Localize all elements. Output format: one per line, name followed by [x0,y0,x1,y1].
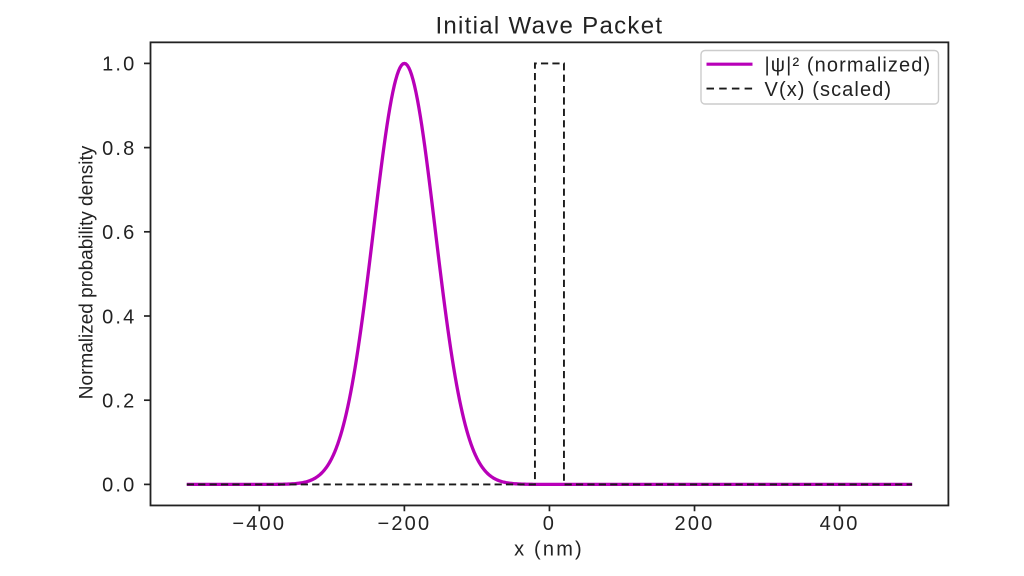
svg-text:0: 0 [543,513,556,535]
svg-text:0.2: 0.2 [102,391,136,413]
svg-text:0.8: 0.8 [102,138,136,160]
svg-text:−200: −200 [377,513,431,535]
svg-text:1.0: 1.0 [102,54,136,76]
svg-text:V(x) (scaled): V(x) (scaled) [765,79,893,101]
svg-text:|ψ|² (normalized): |ψ|² (normalized) [765,55,932,77]
svg-text:0.6: 0.6 [102,222,136,244]
svg-text:0.0: 0.0 [102,475,136,497]
svg-text:200: 200 [675,513,715,535]
svg-text:x (nm): x (nm) [514,539,584,561]
svg-text:0.4: 0.4 [102,306,136,328]
svg-text:400: 400 [820,513,860,535]
svg-text:Initial Wave Packet: Initial Wave Packet [435,13,663,40]
svg-text:−400: −400 [232,513,286,535]
svg-text:Normalized probability density: Normalized probability density [76,145,97,399]
